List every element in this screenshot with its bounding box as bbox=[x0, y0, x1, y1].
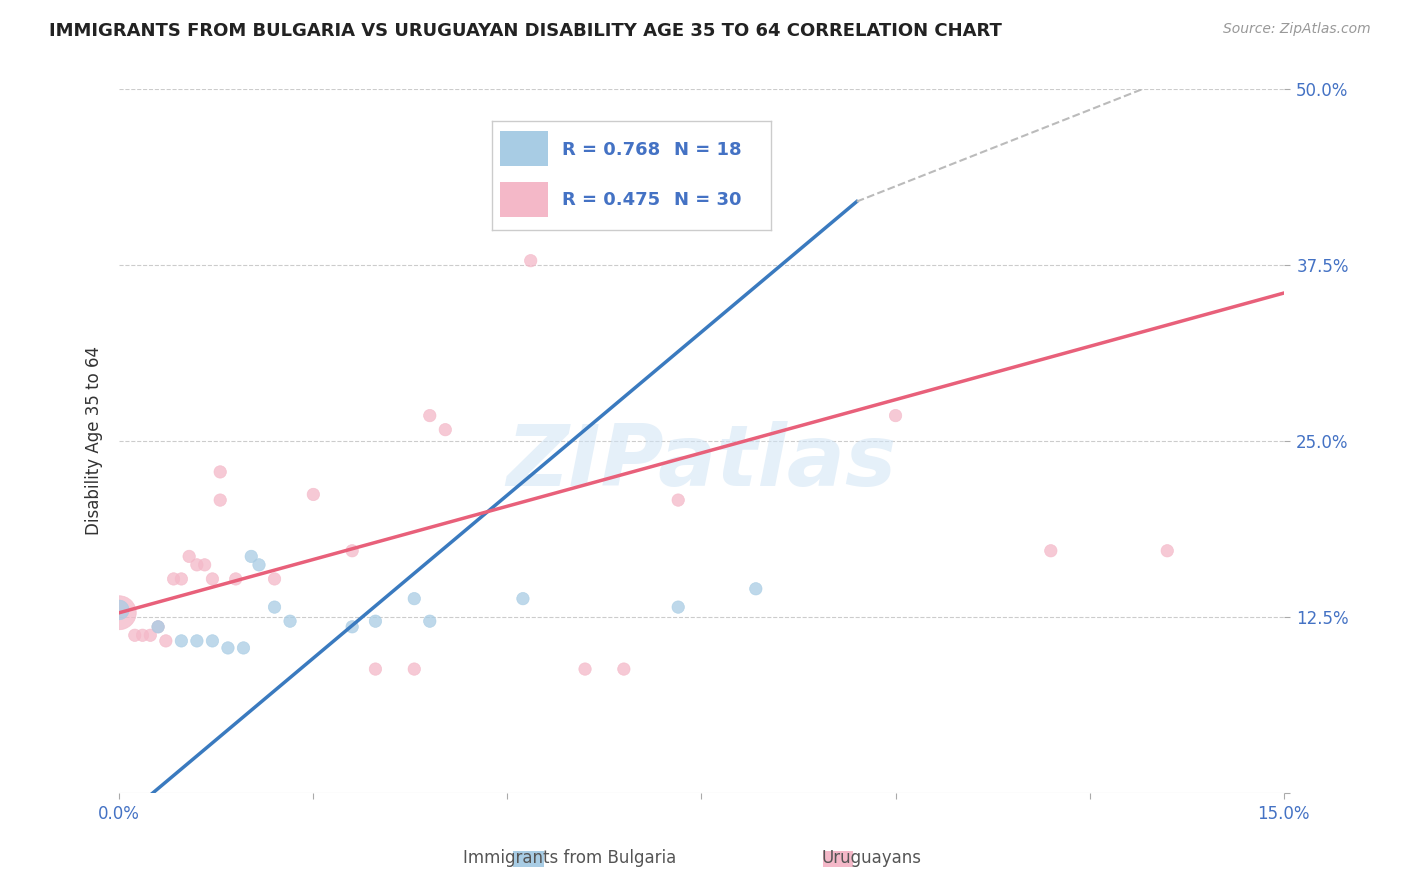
Point bbox=[263, 572, 285, 586]
Point bbox=[404, 662, 426, 676]
Point bbox=[108, 606, 131, 620]
Point bbox=[1156, 543, 1178, 558]
Point bbox=[186, 558, 208, 572]
Point bbox=[186, 633, 208, 648]
Point bbox=[124, 628, 146, 642]
Text: Immigrants from Bulgaria: Immigrants from Bulgaria bbox=[463, 849, 676, 867]
Point bbox=[263, 600, 285, 615]
Point bbox=[240, 549, 263, 564]
Point bbox=[278, 614, 301, 628]
Point bbox=[340, 543, 363, 558]
Text: Source: ZipAtlas.com: Source: ZipAtlas.com bbox=[1223, 22, 1371, 37]
Point bbox=[666, 600, 689, 615]
Point bbox=[146, 620, 169, 634]
Point bbox=[364, 662, 387, 676]
Text: IMMIGRANTS FROM BULGARIA VS URUGUAYAN DISABILITY AGE 35 TO 64 CORRELATION CHART: IMMIGRANTS FROM BULGARIA VS URUGUAYAN DI… bbox=[49, 22, 1002, 40]
Point bbox=[155, 633, 177, 648]
Y-axis label: Disability Age 35 to 64: Disability Age 35 to 64 bbox=[86, 346, 103, 535]
Point bbox=[340, 620, 363, 634]
Point bbox=[434, 423, 457, 437]
Point bbox=[404, 591, 426, 606]
Point bbox=[209, 465, 232, 479]
Point bbox=[131, 628, 153, 642]
Point bbox=[179, 549, 201, 564]
Point bbox=[146, 620, 169, 634]
Point bbox=[512, 591, 534, 606]
Point bbox=[613, 662, 636, 676]
Point bbox=[194, 558, 217, 572]
Point bbox=[217, 640, 239, 655]
Point bbox=[108, 603, 131, 617]
Point bbox=[201, 572, 224, 586]
Point bbox=[364, 614, 387, 628]
Point bbox=[201, 633, 224, 648]
Point bbox=[1039, 543, 1062, 558]
Point bbox=[162, 572, 184, 586]
Point bbox=[419, 614, 441, 628]
Point bbox=[884, 409, 907, 423]
Point bbox=[302, 487, 325, 501]
Point bbox=[419, 409, 441, 423]
Point bbox=[745, 582, 768, 596]
Point bbox=[225, 572, 247, 586]
Point bbox=[232, 640, 254, 655]
Point bbox=[519, 253, 541, 268]
Point bbox=[574, 662, 596, 676]
Text: Uruguayans: Uruguayans bbox=[821, 849, 922, 867]
Point bbox=[209, 493, 232, 508]
Point bbox=[139, 628, 162, 642]
Point bbox=[170, 572, 193, 586]
Text: ZIPatlas: ZIPatlas bbox=[506, 420, 897, 504]
Point bbox=[170, 633, 193, 648]
Point bbox=[247, 558, 270, 572]
Point bbox=[496, 183, 519, 197]
Point bbox=[666, 493, 689, 508]
